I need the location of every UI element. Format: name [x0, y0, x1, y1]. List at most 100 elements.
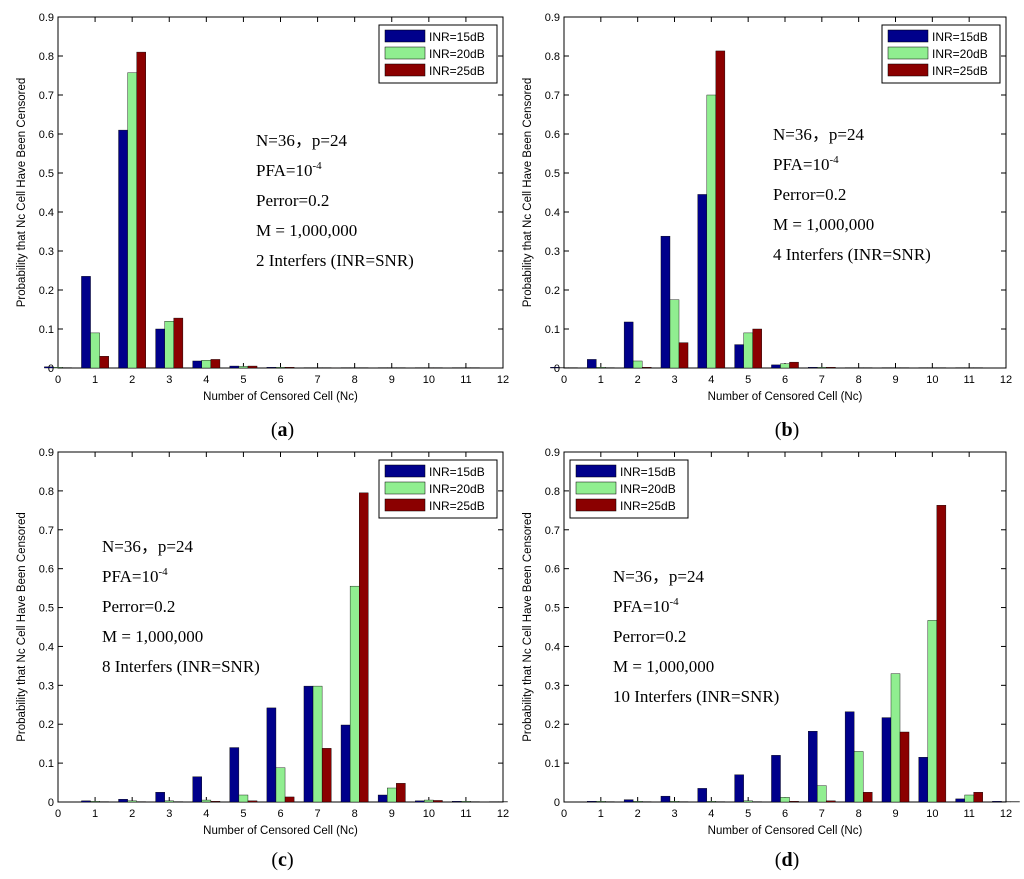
y-tick-label: 0.2	[545, 719, 560, 731]
bar	[164, 321, 174, 369]
y-tick-label: 0.1	[39, 758, 54, 770]
y-tick-label: 0.6	[545, 564, 560, 576]
annotation-line: 4 Interfers (INR=SNR)	[773, 245, 931, 264]
y-tick-label: 0.4	[545, 641, 560, 653]
panel-caption: (b)	[775, 419, 799, 441]
bar	[81, 276, 91, 369]
x-tick-label: 2	[129, 808, 135, 820]
bar	[596, 367, 606, 369]
annotation: N=36，p=24 PFA=10-4 Perror=0.2 M = 1,000,000…	[102, 537, 260, 676]
x-tick-label: 3	[671, 808, 677, 820]
legend: INR=15dB INR=20dB INR=25dB	[881, 24, 1001, 84]
legend-swatch	[575, 464, 617, 478]
bar	[387, 787, 397, 803]
bar	[247, 365, 258, 369]
legend-entry: INR=25dB	[429, 499, 485, 513]
y-tick-label: 0.4	[39, 641, 54, 653]
caption-paren-open: (	[271, 849, 278, 871]
legend-swatch	[887, 63, 929, 77]
y-tick-label: 0	[554, 797, 560, 809]
y-tick-label: 0.5	[545, 603, 560, 615]
bar	[377, 794, 388, 803]
bar	[660, 235, 671, 369]
annotation-line: Perror=0.2	[773, 185, 846, 204]
caption-letter: d	[781, 849, 792, 871]
x-tick-label: 9	[892, 808, 898, 820]
x-tick-label: 7	[819, 374, 825, 386]
y-tick-label: 0.7	[39, 525, 54, 537]
x-tick-label: 1	[598, 374, 604, 386]
bar	[127, 800, 137, 803]
x-tick-label: 9	[389, 374, 395, 386]
bar	[90, 332, 100, 369]
legend-swatch	[384, 29, 426, 43]
bar	[890, 673, 901, 803]
caption-paren-open: (	[775, 849, 782, 871]
x-tick-label: 12	[1000, 374, 1012, 386]
panel-caption: (c)	[271, 849, 293, 871]
bar	[817, 367, 827, 369]
x-tick-label: 1	[92, 808, 98, 820]
bar	[632, 360, 643, 369]
bar	[678, 342, 689, 369]
annotation-pfa: PFA=10-4	[773, 154, 839, 174]
annotation-pfa-exponent: -4	[670, 596, 680, 608]
legend-entry: INR=20dB	[620, 482, 676, 496]
y-tick-label: 0.2	[39, 285, 54, 297]
y-axis-label: Probability that Nc Cell Have Been Censo…	[16, 512, 28, 741]
y-tick-label: 0.3	[545, 246, 560, 258]
y-tick-label: 0.8	[39, 51, 54, 63]
bar	[596, 801, 606, 803]
bar	[771, 755, 781, 803]
annotation-line: M = 1,000,000	[613, 657, 714, 676]
bar	[697, 194, 708, 369]
y-tick-label: 0.2	[545, 285, 560, 297]
bar	[238, 794, 249, 803]
bar	[321, 748, 332, 803]
bar	[660, 795, 671, 803]
bar	[247, 800, 258, 803]
annotation-pfa: PFA=10-4	[613, 596, 679, 616]
legend-entry: INR=15dB	[620, 465, 676, 479]
bar	[632, 801, 643, 803]
legend-swatch	[384, 63, 426, 77]
x-tick-label: 11	[460, 808, 471, 820]
legend-swatch	[384, 481, 426, 495]
y-tick-label: 0.7	[545, 90, 560, 102]
legend-swatch	[384, 498, 426, 512]
bar	[881, 717, 892, 803]
bar	[706, 94, 717, 369]
bar	[587, 359, 597, 369]
bar	[780, 363, 790, 369]
bar	[81, 800, 91, 803]
bar	[275, 767, 286, 803]
legend-entry: INR=15dB	[429, 30, 485, 44]
bar	[164, 800, 174, 803]
y-tick-label: 0.5	[545, 168, 560, 180]
x-tick-label: 4	[203, 808, 209, 820]
y-axis-label: Probability that Nc Cell Have Been Censo…	[522, 78, 534, 307]
y-tick-label: 0.7	[39, 90, 54, 102]
caption-letter: c	[278, 849, 287, 871]
bar	[992, 801, 1002, 803]
y-tick-label: 0.4	[39, 207, 54, 219]
y-tick-label: 0.9	[39, 12, 54, 24]
bar	[715, 50, 726, 369]
bar	[229, 365, 240, 369]
caption-letter: b	[781, 419, 792, 441]
annotation-line: N=36，p=24	[256, 131, 347, 150]
bar	[706, 801, 717, 803]
bar	[53, 367, 63, 369]
caption-paren-close: )	[288, 419, 295, 441]
annotation-line: N=36，p=24	[613, 567, 704, 586]
x-tick-label: 9	[389, 808, 395, 820]
bar	[349, 585, 360, 803]
legend-swatch	[887, 46, 929, 60]
x-tick-label: 9	[892, 374, 898, 386]
annotation-pfa-exponent: -4	[313, 160, 323, 172]
y-tick-label: 0.8	[545, 51, 560, 63]
x-tick-label: 6	[782, 374, 788, 386]
caption-paren-close: )	[287, 849, 294, 871]
bar	[899, 731, 910, 803]
annotation-pfa-exponent: -4	[830, 154, 840, 166]
